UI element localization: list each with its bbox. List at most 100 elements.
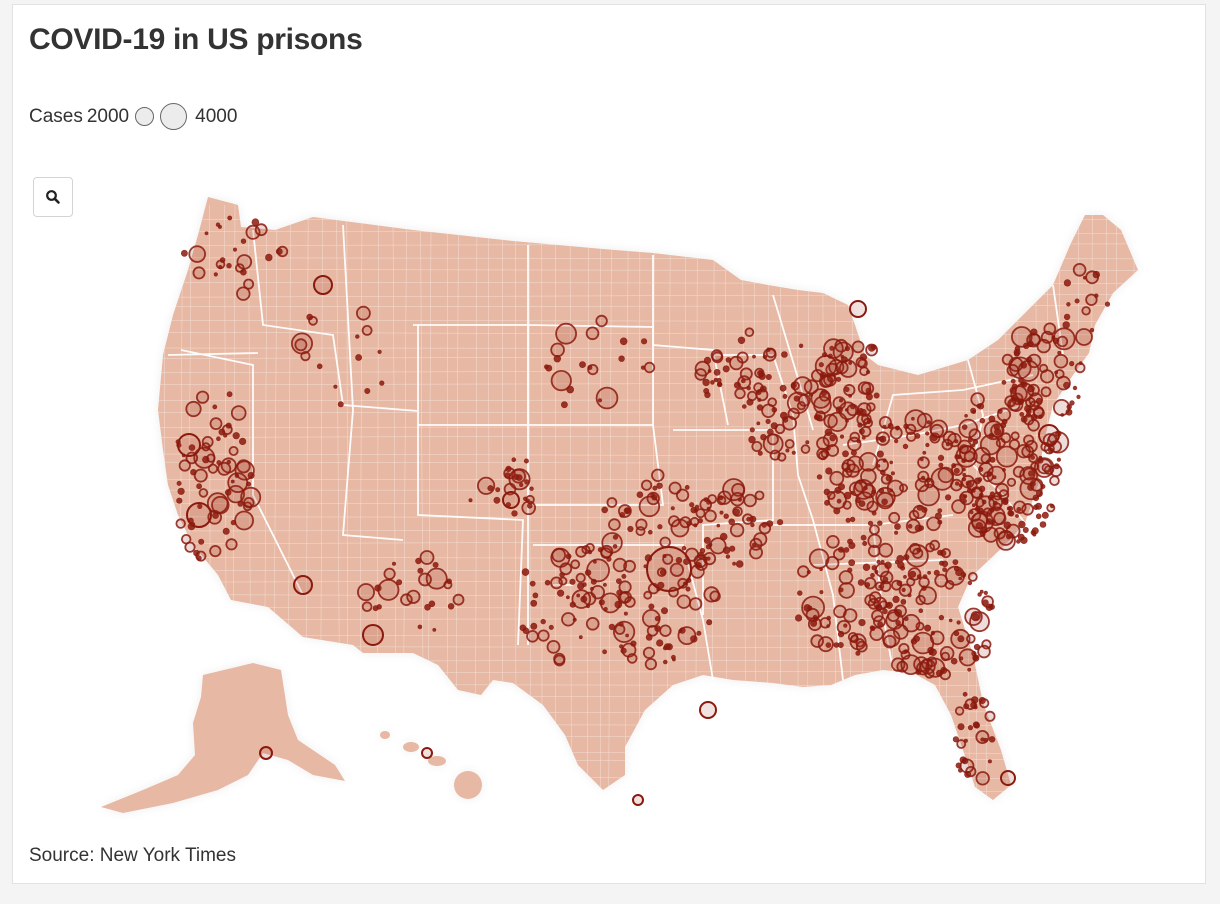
case-bubble[interactable] <box>391 561 396 566</box>
case-bubble[interactable] <box>964 770 972 778</box>
case-bubble[interactable] <box>206 492 229 514</box>
case-bubble[interactable] <box>970 392 985 407</box>
case-bubble[interactable] <box>977 644 991 659</box>
case-bubble[interactable] <box>987 759 992 764</box>
case-bubble[interactable] <box>646 546 692 592</box>
case-bubble[interactable] <box>762 354 768 360</box>
case-bubble[interactable] <box>750 522 755 528</box>
case-bubble[interactable] <box>914 477 930 493</box>
case-bubble[interactable] <box>800 444 811 454</box>
case-bubble[interactable] <box>577 582 585 590</box>
case-bubble[interactable] <box>694 504 700 510</box>
case-bubble[interactable] <box>689 516 700 527</box>
case-bubble[interactable] <box>1066 302 1071 307</box>
case-bubble[interactable] <box>918 576 930 588</box>
case-bubble[interactable] <box>953 467 960 474</box>
case-bubble[interactable] <box>699 701 717 719</box>
case-bubble[interactable] <box>911 416 915 421</box>
case-bubble[interactable] <box>636 491 644 499</box>
case-bubble[interactable] <box>597 398 603 403</box>
case-bubble[interactable] <box>815 414 823 421</box>
case-bubble[interactable] <box>707 494 718 504</box>
case-bubble[interactable] <box>236 254 253 270</box>
case-bubble[interactable] <box>1069 361 1075 367</box>
case-bubble[interactable] <box>697 551 705 560</box>
map-area[interactable] <box>13 175 1207 825</box>
case-bubble[interactable] <box>981 499 987 505</box>
case-bubble[interactable] <box>1028 452 1039 463</box>
case-bubble[interactable] <box>226 262 232 269</box>
case-bubble[interactable] <box>704 509 717 523</box>
case-bubble[interactable] <box>290 332 313 355</box>
case-bubble[interactable] <box>188 245 207 263</box>
case-bubble[interactable] <box>645 633 653 641</box>
case-bubble[interactable] <box>836 498 842 504</box>
case-bubble[interactable] <box>867 544 881 558</box>
case-bubble[interactable] <box>702 551 717 566</box>
case-bubble[interactable] <box>1028 392 1043 408</box>
case-bubble[interactable] <box>222 527 230 535</box>
case-bubble[interactable] <box>819 590 824 595</box>
case-bubble[interactable] <box>752 354 756 359</box>
case-bubble[interactable] <box>937 466 955 484</box>
case-bubble[interactable] <box>1015 514 1019 518</box>
case-bubble[interactable] <box>1010 378 1016 384</box>
case-bubble[interactable] <box>575 545 587 558</box>
case-bubble[interactable] <box>722 478 746 502</box>
case-bubble[interactable] <box>860 468 877 485</box>
case-bubble[interactable] <box>659 536 671 549</box>
case-bubble[interactable] <box>612 534 619 540</box>
case-bubble[interactable] <box>805 440 810 445</box>
case-bubble[interactable] <box>719 510 724 515</box>
case-bubble[interactable] <box>874 562 890 578</box>
case-bubble[interactable] <box>511 457 517 463</box>
case-bubble[interactable] <box>839 434 845 439</box>
case-bubble[interactable] <box>950 657 958 665</box>
case-bubble[interactable] <box>977 592 982 597</box>
case-bubble[interactable] <box>785 448 790 453</box>
case-bubble[interactable] <box>377 578 400 601</box>
case-bubble[interactable] <box>895 425 900 431</box>
case-bubble[interactable] <box>626 653 638 664</box>
case-bubble[interactable] <box>791 450 796 455</box>
case-bubble[interactable] <box>975 771 990 786</box>
case-bubble[interactable] <box>867 520 874 526</box>
case-bubble[interactable] <box>906 577 916 587</box>
case-bubble[interactable] <box>708 542 713 547</box>
case-bubble[interactable] <box>921 585 927 591</box>
case-bubble[interactable] <box>1013 348 1021 356</box>
case-bubble[interactable] <box>913 635 920 642</box>
case-bubble[interactable] <box>1033 504 1039 511</box>
case-bubble[interactable] <box>493 496 501 504</box>
case-bubble[interactable] <box>878 488 885 494</box>
case-bubble[interactable] <box>995 482 1010 497</box>
case-bubble[interactable] <box>1038 414 1043 419</box>
case-bubble[interactable] <box>748 435 756 444</box>
case-bubble[interactable] <box>957 768 963 773</box>
case-bubble[interactable] <box>232 432 240 440</box>
case-bubble[interactable] <box>858 479 864 485</box>
case-bubble[interactable] <box>819 567 823 572</box>
case-bubble[interactable] <box>597 547 604 553</box>
case-bubble[interactable] <box>765 374 772 381</box>
case-bubble[interactable] <box>196 390 210 404</box>
case-bubble[interactable] <box>355 354 362 361</box>
case-bubble[interactable] <box>876 436 881 441</box>
case-bubble[interactable] <box>1094 293 1099 298</box>
case-bubble[interactable] <box>447 603 455 610</box>
case-bubble[interactable] <box>810 619 818 627</box>
case-bubble[interactable] <box>201 435 214 448</box>
case-bubble[interactable] <box>973 705 978 710</box>
case-bubble[interactable] <box>978 696 986 704</box>
case-bubble[interactable] <box>659 569 667 576</box>
case-bubble[interactable] <box>576 593 581 598</box>
case-bubble[interactable] <box>684 484 690 490</box>
case-bubble[interactable] <box>744 327 755 338</box>
case-bubble[interactable] <box>665 643 673 651</box>
case-bubble[interactable] <box>777 452 787 462</box>
case-bubble[interactable] <box>941 560 949 567</box>
case-bubble[interactable] <box>1001 418 1008 425</box>
case-bubble[interactable] <box>916 574 922 579</box>
case-bubble[interactable] <box>585 326 600 341</box>
case-bubble[interactable] <box>857 579 865 586</box>
